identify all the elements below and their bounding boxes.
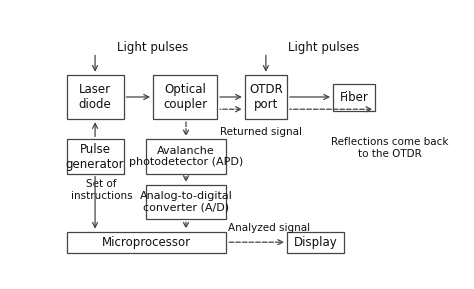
Bar: [287, 231, 344, 253]
Bar: [66, 75, 124, 119]
Bar: [66, 231, 227, 253]
Text: Microprocessor: Microprocessor: [102, 236, 191, 249]
Text: Avalanche
photodetector (APD): Avalanche photodetector (APD): [129, 146, 243, 167]
Text: Light pulses: Light pulses: [288, 41, 359, 54]
Text: Reflections come back
to the OTDR: Reflections come back to the OTDR: [331, 137, 448, 159]
Text: Display: Display: [293, 236, 337, 249]
Text: Analyzed signal: Analyzed signal: [228, 223, 310, 233]
Text: Returned signal: Returned signal: [220, 127, 302, 137]
Bar: [245, 75, 287, 119]
Text: Fiber: Fiber: [339, 91, 368, 104]
Bar: [333, 84, 375, 112]
Bar: [153, 75, 217, 119]
Bar: [146, 139, 227, 174]
Bar: [146, 185, 227, 219]
Text: Analog-to-digital
converter (A/D): Analog-to-digital converter (A/D): [139, 191, 232, 213]
Text: OTDR
port: OTDR port: [249, 83, 283, 111]
Text: Pulse
generator: Pulse generator: [66, 142, 124, 171]
Text: Light pulses: Light pulses: [117, 41, 189, 54]
Text: Laser
diode: Laser diode: [79, 83, 111, 111]
Text: Optical
coupler: Optical coupler: [163, 83, 207, 111]
Bar: [66, 139, 124, 174]
Text: Set of
instructions: Set of instructions: [71, 179, 132, 201]
